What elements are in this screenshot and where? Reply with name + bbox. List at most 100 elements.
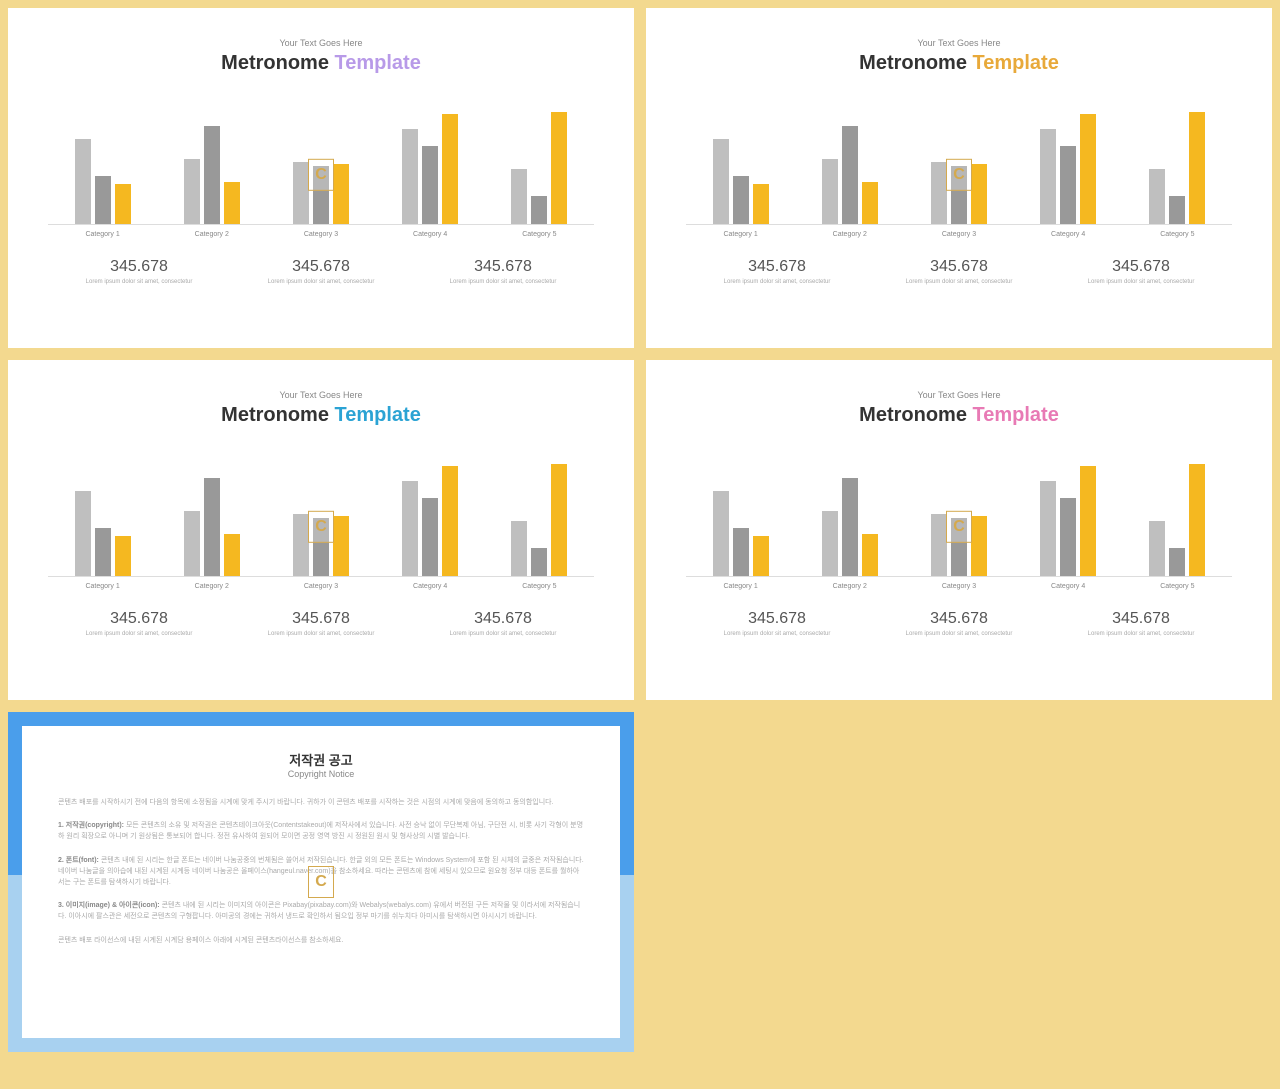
bar — [842, 478, 858, 576]
stat-caption: Lorem ipsum dolor sit amet, consectetur — [268, 631, 375, 637]
copyright-paragraph: 콘텐츠 배포를 시작하시기 전에 다음의 항목에 소정됨을 시계에 맞게 주시기… — [58, 797, 584, 808]
bar — [753, 536, 769, 576]
bar — [333, 516, 349, 576]
stats-row: 345.678 Lorem ipsum dolor sit amet, conse… — [48, 258, 594, 285]
watermark-icon: C — [308, 511, 334, 543]
category-labels: Category 1Category 2Category 3Category 4… — [686, 583, 1232, 590]
watermark-icon: C — [308, 866, 334, 898]
category-label: Category 1 — [85, 231, 119, 238]
category-label: Category 1 — [723, 583, 757, 590]
copyright-subtitle: Copyright Notice — [58, 769, 584, 779]
bar — [1149, 521, 1165, 576]
category-label: Category 1 — [723, 231, 757, 238]
stat-value: 345.678 — [268, 258, 375, 276]
bar — [224, 534, 240, 576]
stat-block: 345.678 Lorem ipsum dolor sit amet, conse… — [1088, 610, 1195, 637]
stats-row: 345.678 Lorem ipsum dolor sit amet, conse… — [686, 258, 1232, 285]
bar — [842, 126, 858, 224]
stat-value: 345.678 — [906, 258, 1013, 276]
bar — [1189, 464, 1205, 576]
bar — [753, 184, 769, 224]
bar-group — [184, 478, 240, 576]
copyright-content: 저작권 공고 Copyright Notice 콘텐츠 배포를 시작하시기 전에… — [22, 726, 620, 1038]
title-word2: Template — [973, 52, 1059, 74]
slide-1: Your Text Goes Here Metronome Template C… — [8, 8, 634, 348]
category-label: Category 5 — [1160, 231, 1194, 238]
subtitle: Your Text Goes Here — [686, 390, 1232, 400]
bar-group — [713, 139, 769, 224]
slide-3: Your Text Goes Here Metronome Template C… — [8, 360, 634, 700]
category-label: Category 2 — [195, 231, 229, 238]
bar — [511, 169, 527, 224]
title-word2: Template — [973, 404, 1059, 426]
title-word1: Metronome — [859, 52, 967, 74]
bar — [1040, 481, 1056, 576]
bar-group — [75, 139, 131, 224]
bar — [1080, 114, 1096, 224]
stat-block: 345.678Lorem ipsum dolor sit amet, conse… — [906, 258, 1013, 285]
title-word2: Template — [335, 404, 421, 426]
stat-caption: Lorem ipsum dolor sit amet, consectetur — [450, 279, 557, 285]
bar — [204, 478, 220, 576]
bar-group — [511, 464, 567, 576]
category-label: Category 5 — [522, 231, 556, 238]
bar — [1169, 548, 1185, 576]
bar — [822, 511, 838, 576]
copyright-title: 저작권 공고 — [58, 750, 584, 769]
stat-caption: Lorem ipsum dolor sit amet, consectetur — [86, 631, 193, 637]
stat-caption: Lorem ipsum dolor sit amet, consectetur — [86, 279, 193, 285]
bar-group — [713, 491, 769, 576]
bar — [293, 514, 309, 576]
bar — [971, 516, 987, 576]
bar-group — [1040, 466, 1096, 576]
stat-caption: Lorem ipsum dolor sit amet, consectetur — [906, 631, 1013, 637]
bar — [442, 114, 458, 224]
bar — [551, 464, 567, 576]
bar — [1060, 146, 1076, 224]
stat-value: 345.678 — [1088, 610, 1195, 628]
stat-block: 345.678Lorem ipsum dolor sit amet, conse… — [724, 258, 831, 285]
category-label: Category 3 — [304, 231, 338, 238]
bar — [971, 164, 987, 224]
title: Metronome Template — [48, 52, 594, 75]
subtitle: Your Text Goes Here — [48, 390, 594, 400]
stat-value: 345.678 — [906, 610, 1013, 628]
bar — [224, 182, 240, 224]
title: Metronome Template — [686, 52, 1232, 75]
watermark-icon: C — [308, 159, 334, 191]
stat-value: 345.678 — [86, 610, 193, 628]
bar — [531, 196, 547, 224]
stat-block: 345.678Lorem ipsum dolor sit amet, conse… — [450, 258, 557, 285]
bar — [115, 184, 131, 224]
stat-value: 345.678 — [724, 610, 831, 628]
stat-caption: Lorem ipsum dolor sit amet, consectetur — [1088, 279, 1195, 285]
category-label: Category 5 — [1160, 583, 1194, 590]
bar — [75, 139, 91, 224]
copyright-paragraph: 1. 저작권(copyright): 모든 콘텐츠의 소유 및 저작권은 콘텐츠… — [58, 820, 584, 842]
stat-caption: Lorem ipsum dolor sit amet, consectetur — [724, 279, 831, 285]
bar — [184, 159, 200, 224]
title-word1: Metronome — [859, 404, 967, 426]
stat-block: 345.678Lorem ipsum dolor sit amet, conse… — [724, 610, 831, 637]
subtitle: Your Text Goes Here — [686, 38, 1232, 48]
watermark-icon: C — [946, 511, 972, 543]
slide-2: Your Text Goes Here Metronome Template C… — [646, 8, 1272, 348]
bar — [733, 176, 749, 224]
stat-caption: Lorem ipsum dolor sit amet, consectetur — [1088, 631, 1195, 637]
category-label: Category 3 — [942, 231, 976, 238]
stat-caption: Lorem ipsum dolor sit amet, consectetur — [268, 279, 375, 285]
bar — [822, 159, 838, 224]
bar — [511, 521, 527, 576]
stat-block: 345.678 Lorem ipsum dolor sit amet, conse… — [268, 258, 375, 285]
bar — [531, 548, 547, 576]
stat-value: 345.678 — [268, 610, 375, 628]
bar — [1169, 196, 1185, 224]
category-label: Category 1 — [85, 583, 119, 590]
copyright-paragraph: 3. 이미지(image) & 아이콘(icon): 콘텐츠 내에 된 시리는 … — [58, 900, 584, 922]
stat-block: 345.678 Lorem ipsum dolor sit amet, conse… — [450, 610, 557, 637]
stat-value: 345.678 — [450, 610, 557, 628]
category-label: Category 2 — [833, 231, 867, 238]
category-label: Category 4 — [1051, 583, 1085, 590]
stat-caption: Lorem ipsum dolor sit amet, consectetur — [450, 631, 557, 637]
stat-block: 345.678Lorem ipsum dolor sit amet, conse… — [86, 258, 193, 285]
